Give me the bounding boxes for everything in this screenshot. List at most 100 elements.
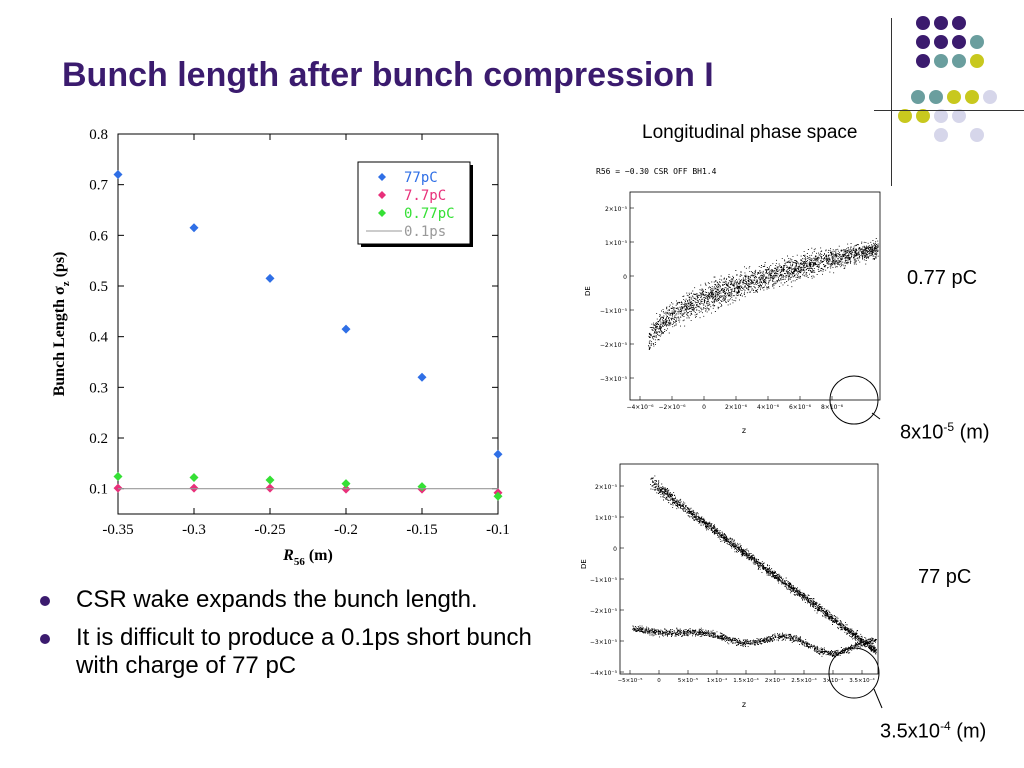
decor-dot [952, 35, 966, 49]
y-tick-label: 0.3 [89, 380, 108, 396]
decor-dot [934, 35, 948, 49]
y-axis-label-unit: (ps) [51, 252, 68, 282]
point-0.77pC [341, 479, 351, 489]
phase-top-xtick-label: 2×10⁻⁶ [725, 404, 748, 411]
size-label-top-unit: (m) [954, 421, 990, 444]
phase-top-frame [629, 191, 881, 401]
decor-dot [952, 54, 966, 68]
decor-dot [952, 109, 966, 123]
phase-bottom-xtick-label: 5×10⁻⁵ [678, 677, 698, 684]
decor-dot [898, 109, 912, 123]
size-label-bottom: 3.5x10-4 (m) [880, 719, 986, 744]
phase-top-ytick-label: −2×10⁻⁵ [600, 342, 628, 349]
phase-top-ylabel: DE [584, 286, 592, 296]
phase-bottom-xtick-label: 3×10⁻⁴ [823, 677, 844, 684]
bullet-item: It is difficult to produce a 0.1ps short… [40, 624, 540, 680]
decor-dot [970, 54, 984, 68]
phase-bottom-xtick-label: 3.5×10⁻⁴ [849, 677, 875, 684]
decor-dot [934, 54, 948, 68]
phase-bottom-xtick-label: 2.5×10⁻⁴ [791, 677, 817, 684]
y-tick-label: 0.6 [89, 228, 108, 244]
phase-bottom-highlight-circle [828, 647, 880, 699]
phase-bottom-ytick-label: 1×10⁻⁵ [595, 515, 618, 522]
y-axis-label-sub: z [60, 281, 72, 286]
phase-bottom-xtick-label: 2×10⁻⁴ [765, 677, 786, 684]
phase-bottom-frame [619, 463, 879, 675]
x-tick-label: -0.35 [102, 522, 133, 538]
y-tick-label: 0.8 [89, 127, 108, 143]
bullet-item: CSR wake expands the bunch length. [40, 586, 540, 614]
bullet-list: CSR wake expands the bunch length. It is… [40, 586, 540, 690]
phase-space-title: Longitudinal phase space [642, 122, 858, 143]
x-axis-label-unit: (m) [305, 547, 333, 564]
point-77pC [417, 372, 427, 382]
phase-bottom-points [632, 475, 877, 658]
bullet-text: It is difficult to produce a 0.1ps short… [76, 624, 532, 679]
phase-bottom-ytick-label: 0 [613, 546, 617, 553]
y-tick-label: 0.1 [89, 482, 108, 498]
bullet-dot-icon [40, 634, 50, 644]
legend-label: 77pC [404, 170, 438, 186]
decor-dot [934, 128, 948, 142]
phase-top-xtick-label: 8×10⁻⁶ [821, 404, 844, 411]
phase-top-xtick-label: 6×10⁻⁶ [789, 404, 812, 411]
x-tick-label: -0.1 [486, 522, 510, 538]
x-tick-label: -0.2 [334, 522, 358, 538]
phase-top-ytick-label: 1×10⁻⁵ [605, 240, 628, 247]
decor-horizontal-line [874, 110, 1024, 111]
decor-dot [952, 16, 966, 30]
phase-bottom-xlabel: z [742, 700, 746, 709]
phase-top-highlight-circle [829, 375, 879, 425]
legend-marker-icon [378, 173, 386, 181]
y-tick-label: 0.7 [89, 178, 108, 194]
phase-top-ytick-label: −3×10⁻⁵ [600, 376, 628, 383]
bullet-text: CSR wake expands the bunch length. [76, 586, 478, 613]
phase-bottom-ytick-label: −3×10⁻⁵ [590, 639, 618, 646]
decor-dot [970, 128, 984, 142]
decor-dot [916, 54, 930, 68]
decorative-dot-grid [898, 16, 997, 142]
y-tick-label: 0.2 [89, 431, 108, 447]
size-label-bottom-exp: -4 [940, 719, 951, 733]
decor-dot [916, 35, 930, 49]
phase-plot-top: R56 = −0.30 CSR OFF BH1.4 2×10⁻⁵ 1×10⁻⁵ 0 −1… [584, 167, 881, 435]
decor-vertical-line [891, 18, 892, 186]
legend-label: 0.1ps [404, 224, 446, 240]
decor-dot [970, 35, 984, 49]
decor-dot [934, 16, 948, 30]
point-77pC [341, 324, 351, 334]
point-77pC [189, 223, 199, 233]
legend-label: 0.77pC [404, 206, 455, 222]
decor-dot [934, 109, 948, 123]
phase-top-xtick-label: −2×10⁻⁶ [658, 404, 686, 411]
phase-top-ytick-label: 0 [623, 274, 627, 281]
bullet-dot-icon [40, 596, 50, 606]
phase-bottom-xtick-label: 1×10⁻⁴ [707, 677, 728, 684]
phase-top-header: R56 = −0.30 CSR OFF BH1.4 [596, 167, 717, 176]
size-label-bottom-unit: (m) [950, 720, 987, 743]
chart-svg: 0.1 0.2 0.3 0.4 0.5 0.6 0.7 0.8 -0.35 -0.3 -0.25 -0… [51, 127, 510, 568]
phase-top-xtick-label: −4×10⁻⁶ [626, 404, 654, 411]
decor-dot [916, 109, 930, 123]
phase-bottom-xtick-label: 0 [657, 678, 661, 684]
phase-bottom-ytick-label: −1×10⁻⁵ [590, 577, 618, 584]
point-0.77pC [265, 475, 275, 485]
decor-dot [965, 90, 979, 104]
point-0.77pC [189, 473, 199, 483]
phase-top-ytick-label: −1×10⁻⁵ [600, 308, 628, 315]
legend-marker-icon [378, 209, 386, 217]
x-axis-label-main: R [282, 547, 294, 564]
y-tick-label: 0.4 [89, 330, 108, 346]
x-tick-label: -0.3 [182, 522, 206, 538]
point-77pC [113, 170, 123, 180]
phase-top-xlabel: z [742, 426, 746, 435]
phase-bottom-ytick-label: 2×10⁻⁵ [595, 484, 618, 491]
x-axis-label-sub: 56 [294, 556, 306, 568]
decor-dot [929, 90, 943, 104]
y-axis-label-main: Bunch Length σ [51, 286, 68, 396]
slide-title: Bunch length after bunch compression I [62, 56, 714, 94]
phase-bottom-pointer-line [873, 688, 883, 709]
size-label-bottom-base: 3.5x10 [880, 720, 941, 743]
legend-label: 7.7pC [404, 188, 446, 204]
size-label-top-exp: -5 [943, 420, 955, 434]
